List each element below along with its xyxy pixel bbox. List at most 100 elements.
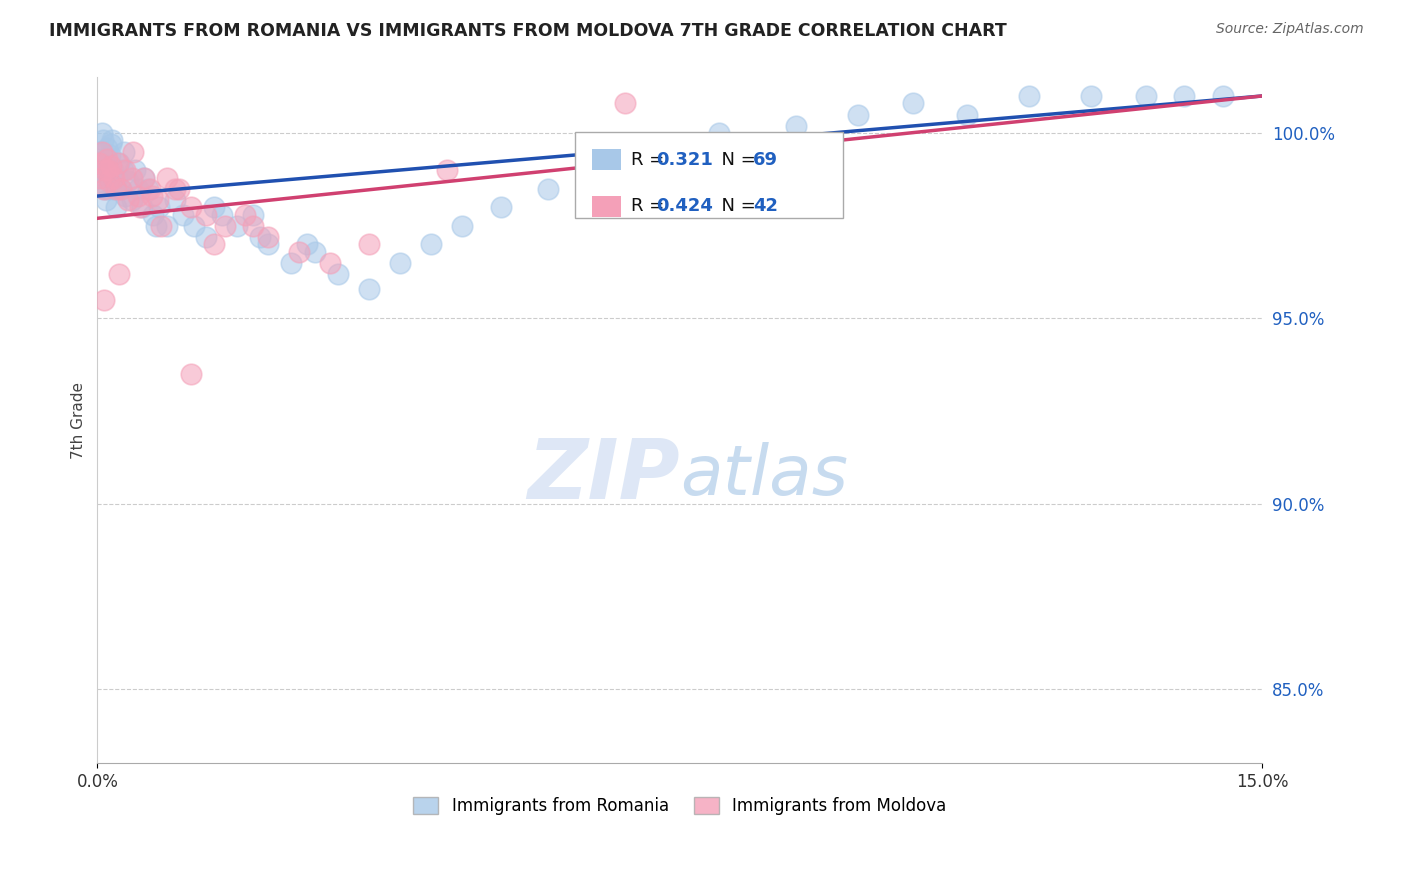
Point [122,145,145,159]
Point [1135,89,1157,103]
Text: IMMIGRANTS FROM ROMANIA VS IMMIGRANTS FROM MOLDOVA 7TH GRADE CORRELATION CHART: IMMIGRANTS FROM ROMANIA VS IMMIGRANTS FR… [49,22,1007,40]
Point [100,160,122,174]
Point [359,237,381,252]
Point [145,219,167,233]
Point [121,170,143,185]
Point [98,170,121,185]
Point [146,193,169,207]
Point [326,267,349,281]
Point [93,181,115,195]
Point [1212,89,1234,103]
Point [295,237,318,252]
Point [87,145,110,159]
Point [614,96,637,111]
Point [104,200,127,214]
Point [319,256,342,270]
Point [785,119,807,133]
Point [97,163,120,178]
Legend: Immigrants from Romania, Immigrants from Moldova: Immigrants from Romania, Immigrants from… [405,789,955,823]
Point [94,152,117,166]
Point [233,208,256,222]
Point [707,126,730,140]
Point [103,181,125,195]
Point [93,293,115,307]
Point [89,163,111,178]
Point [141,189,163,203]
Point [139,181,162,195]
Point [89,170,111,185]
Point [132,170,155,185]
Point [288,244,311,259]
Point [100,137,122,152]
Point [112,145,135,159]
Point [195,229,218,244]
Point [214,219,236,233]
Point [129,200,152,214]
Point [97,181,120,195]
Text: 69: 69 [754,151,778,169]
Point [183,219,205,233]
Point [93,163,115,178]
Text: Source: ZipAtlas.com: Source: ZipAtlas.com [1216,22,1364,37]
Point [96,141,118,155]
Point [172,208,194,222]
Point [91,133,114,147]
Point [98,174,121,188]
FancyBboxPatch shape [575,132,842,218]
Point [136,181,159,195]
Point [901,96,924,111]
Point [226,219,249,233]
Point [108,155,131,169]
Point [101,133,124,147]
Point [96,160,118,174]
Point [489,200,512,214]
Point [304,244,326,259]
Point [956,107,979,121]
Point [104,181,127,195]
Point [242,219,264,233]
Text: R =: R = [631,197,669,215]
Point [202,237,225,252]
Text: N =: N = [710,151,762,169]
Point [114,189,136,203]
Point [131,200,153,214]
Point [180,200,202,214]
Point [167,181,190,195]
Point [436,163,458,178]
Point [107,155,129,169]
Text: N =: N = [710,197,762,215]
Point [591,163,613,178]
Point [89,170,111,185]
Y-axis label: 7th Grade: 7th Grade [72,382,86,458]
Point [111,163,134,178]
Point [98,148,121,162]
Point [108,267,131,281]
Point [103,170,125,185]
Text: 0.424: 0.424 [657,197,713,215]
Point [1080,89,1102,103]
Point [202,200,225,214]
Point [142,208,165,222]
Point [249,229,271,244]
Point [280,256,302,270]
Point [211,208,233,222]
Point [420,237,443,252]
Point [94,163,117,178]
Point [114,163,136,178]
Point [537,181,560,195]
Point [132,170,155,185]
Point [156,170,179,185]
Point [91,126,114,140]
Point [451,219,474,233]
Point [150,219,173,233]
Text: ZIP: ZIP [527,434,679,516]
FancyBboxPatch shape [592,196,621,217]
Point [117,193,139,207]
Point [93,181,115,195]
Point [87,155,110,169]
Point [101,163,124,178]
Point [110,181,132,195]
Point [1173,89,1195,103]
Point [148,200,170,214]
Point [257,237,280,252]
